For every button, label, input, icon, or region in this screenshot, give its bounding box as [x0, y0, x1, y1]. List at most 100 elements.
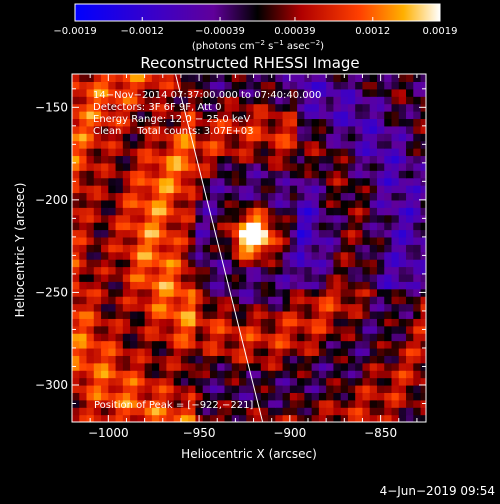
heatmap-cell	[376, 214, 385, 223]
heatmap-cell	[282, 251, 291, 260]
heatmap-cell	[376, 288, 385, 297]
heatmap-cell	[340, 355, 349, 364]
heatmap-cell	[144, 384, 153, 393]
heatmap-cell	[122, 162, 131, 171]
heatmap-cell	[347, 384, 356, 393]
heatmap-cell	[260, 170, 269, 179]
heatmap-cell	[115, 170, 124, 179]
heatmap-cell	[289, 303, 298, 312]
heatmap-cell	[188, 185, 197, 194]
heatmap-cell	[253, 310, 262, 319]
heatmap-cell	[398, 81, 407, 90]
heatmap-cell	[384, 155, 393, 164]
heatmap-cell	[108, 148, 117, 157]
heatmap-cell	[420, 125, 426, 134]
heatmap-cell	[173, 347, 182, 356]
heatmap-cell	[101, 125, 109, 134]
heatmap-cell	[130, 192, 138, 201]
heatmap-cell	[195, 392, 204, 401]
heatmap-cell	[333, 281, 342, 290]
heatmap-cell	[406, 185, 414, 194]
heatmap-cell	[195, 384, 204, 393]
heatmap-cell	[318, 192, 327, 201]
heatmap-cell	[209, 399, 218, 408]
heatmap-cell	[188, 333, 197, 342]
heatmap-cell	[406, 74, 414, 82]
heatmap-cell	[246, 199, 255, 208]
heatmap-cell	[101, 355, 109, 364]
heatmap-cell	[151, 118, 160, 127]
heatmap-cell	[260, 222, 269, 231]
heatmap-cell	[384, 192, 393, 201]
heatmap-cell	[173, 125, 182, 134]
heatmap-cell	[79, 362, 88, 371]
heatmap-cell	[282, 414, 291, 422]
heatmap-cell	[311, 288, 320, 297]
heatmap-cell	[413, 222, 422, 231]
heatmap-cell	[355, 170, 364, 179]
heatmap-cell	[347, 155, 356, 164]
heatmap-cell	[180, 192, 189, 201]
heatmap-cell	[137, 273, 146, 282]
heatmap-cell	[376, 273, 385, 282]
heatmap-cell	[347, 103, 356, 112]
heatmap-cell	[420, 384, 426, 393]
observation-annotations: 14−Nov−2014 07:37:00.000 to 07:40:40.000…	[93, 90, 321, 137]
heatmap-cell	[297, 303, 305, 312]
heatmap-cell	[137, 377, 146, 386]
heatmap-cell	[209, 74, 218, 82]
heatmap-cell	[333, 214, 342, 223]
heatmap-cell	[289, 192, 298, 201]
heatmap-cell	[217, 384, 226, 393]
heatmap-cell	[268, 140, 276, 149]
heatmap-cell	[115, 207, 124, 216]
heatmap-cell	[413, 111, 422, 120]
heatmap-cell	[355, 81, 364, 90]
heatmap-cell	[253, 333, 262, 342]
heatmap-cell	[159, 377, 167, 386]
heatmap-cell	[239, 333, 247, 342]
heatmap-cell	[318, 155, 327, 164]
heatmap-cell	[347, 140, 356, 149]
heatmap-cell	[260, 325, 269, 334]
heatmap-cell	[202, 222, 211, 231]
heatmap-cell	[159, 140, 167, 149]
heatmap-cell	[362, 118, 371, 127]
heatmap-cell	[93, 199, 102, 208]
heatmap-cell	[239, 355, 247, 364]
heatmap-cell	[376, 111, 385, 120]
heatmap-cell	[115, 288, 124, 297]
heatmap-cell	[369, 310, 378, 319]
annotation-time-range: 14−Nov−2014 07:37:00.000 to 07:40:40.000	[93, 90, 321, 101]
heatmap-cell	[369, 140, 378, 149]
heatmap-cell	[318, 325, 327, 334]
heatmap-cell	[275, 355, 284, 364]
heatmap-cell	[202, 88, 211, 97]
heatmap-cell	[173, 162, 182, 171]
heatmap-cell	[326, 310, 335, 319]
heatmap-cell	[311, 325, 320, 334]
heatmap-cell	[130, 414, 138, 422]
heatmap-cell	[253, 103, 262, 112]
heatmap-cell	[195, 199, 204, 208]
heatmap-cell	[239, 74, 247, 82]
heatmap-cell	[406, 259, 414, 268]
heatmap-cell	[304, 185, 313, 194]
heatmap-cell	[137, 333, 146, 342]
heatmap-cell	[195, 355, 204, 364]
heatmap-cell	[231, 399, 240, 408]
heatmap-cell	[224, 199, 233, 208]
heatmap-cell	[246, 414, 255, 422]
heatmap-cell	[340, 296, 349, 305]
heatmap-cell	[86, 273, 95, 282]
heatmap-cell	[369, 273, 378, 282]
heatmap-cell	[282, 266, 291, 275]
heatmap-cell	[326, 407, 335, 416]
heatmap-cell	[282, 118, 291, 127]
heatmap-cell	[311, 392, 320, 401]
heatmap-cell	[202, 81, 211, 90]
heatmap-cell	[159, 333, 167, 342]
heatmap-cell	[340, 288, 349, 297]
heatmap-cell	[340, 155, 349, 164]
heatmap-cell	[188, 259, 197, 268]
